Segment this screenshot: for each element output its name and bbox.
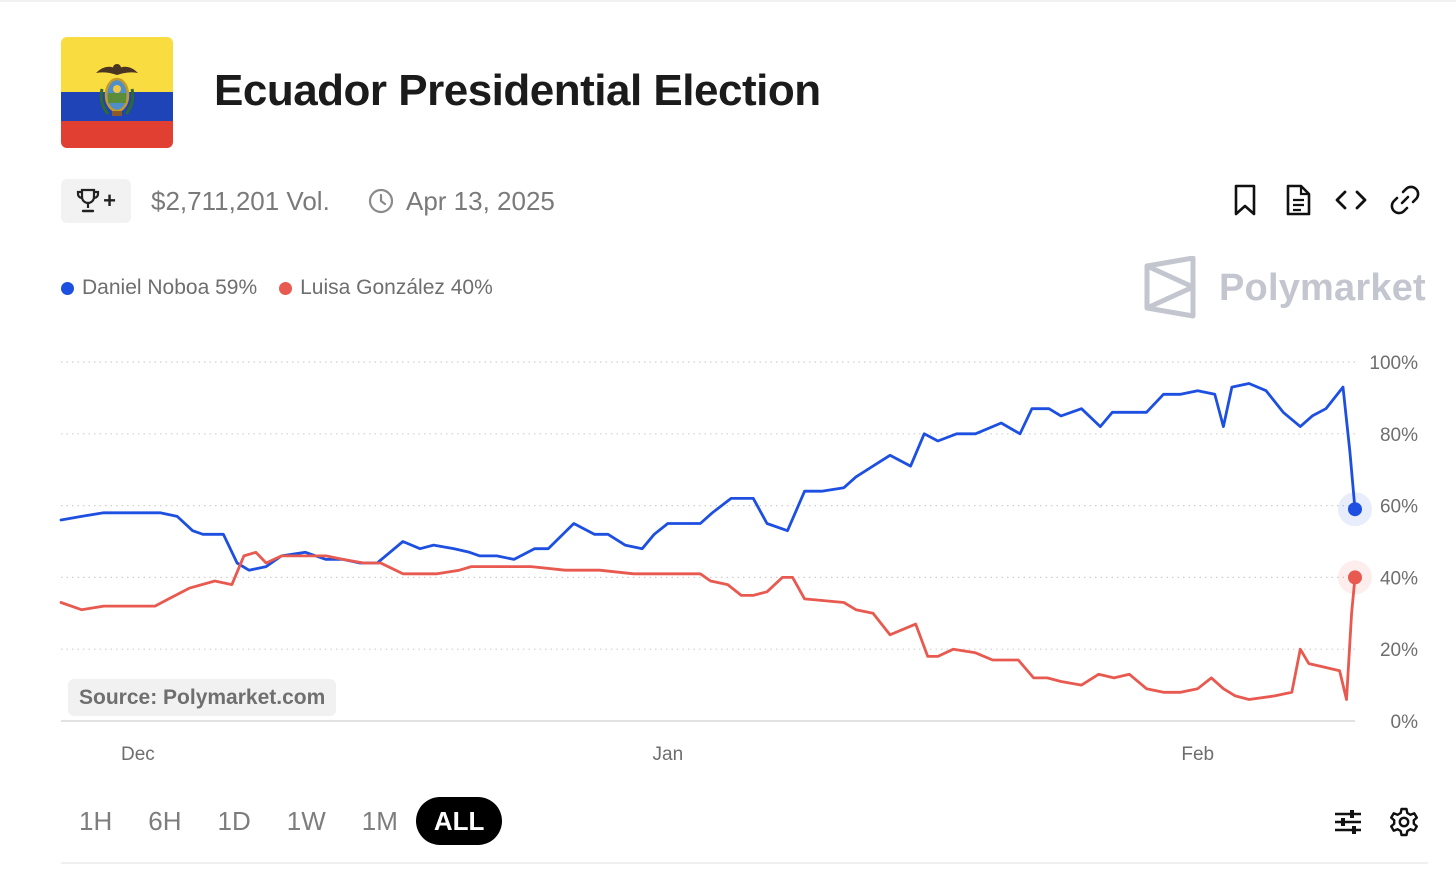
y-tick-label: 100% (1369, 353, 1418, 374)
document-icon (1286, 184, 1311, 216)
end-date-text: Apr 13, 2025 (406, 186, 555, 216)
legend-dot (279, 281, 293, 295)
polymarket-logo-icon (1144, 256, 1196, 319)
legend-dot (61, 281, 74, 295)
copy-link-button[interactable] (1389, 183, 1421, 217)
range-all[interactable]: ALL (415, 797, 503, 845)
series-line-noboa (59, 382, 1357, 572)
brand-name: Polymarket (1219, 266, 1426, 309)
y-tick-label: 40% (1380, 568, 1418, 589)
range-1m[interactable]: 1M (361, 806, 398, 836)
clock-icon (368, 188, 394, 214)
coat-of-arms-icon (96, 64, 138, 116)
trophy-icon (76, 188, 100, 213)
legend-label: Daniel Noboa 59% (82, 276, 258, 299)
x-tick-label: Feb (1181, 744, 1214, 765)
link-icon (1390, 185, 1420, 215)
range-1h[interactable]: 1H (79, 806, 113, 836)
bookmark-button[interactable] (1229, 183, 1261, 217)
x-tick-label: Jan (653, 744, 684, 765)
gear-icon (1390, 807, 1418, 837)
range-6h[interactable]: 6H (148, 806, 182, 836)
top-divider (0, 0, 1456, 2)
polymarket-brand: Polymarket (1143, 256, 1426, 320)
legend-item-gonzalez[interactable]: Luisa González 40% (279, 276, 493, 300)
range-1w[interactable]: 1W (286, 806, 326, 836)
chart-filters-button[interactable] (1332, 805, 1364, 839)
legend-item-noboa[interactable]: Daniel Noboa 59% (61, 276, 257, 300)
code-icon (1335, 190, 1367, 210)
y-tick-label: 60% (1380, 497, 1418, 518)
page-title: Ecuador Presidential Election (214, 66, 821, 115)
range-selector: 1H 6H 1D 1W 1M ALL (61, 797, 503, 845)
document-button[interactable] (1282, 183, 1314, 217)
series-line-gonzalez (59, 550, 1357, 701)
range-1d[interactable]: 1D (217, 806, 251, 836)
bottom-divider (61, 862, 1428, 864)
bookmark-icon (1234, 184, 1256, 216)
x-tick-label: Dec (121, 744, 155, 765)
chart-legend: Daniel Noboa 59% Luisa González 40% (61, 276, 515, 300)
y-tick-label: 0% (1391, 712, 1419, 733)
volume-text: $2,711,201 Vol. (151, 186, 330, 216)
source-label: Source: Polymarket.com (68, 679, 337, 716)
end-marker-gonzalez (1348, 570, 1362, 585)
legend-label: Luisa González 40% (300, 276, 493, 299)
y-tick-label: 20% (1380, 640, 1418, 661)
price-chart[interactable]: 100% 80% 60% 40% 20% 0% Dec Jan Feb (0, 340, 1456, 780)
end-marker-noboa (1348, 502, 1362, 517)
y-tick-label: 80% (1380, 425, 1418, 446)
sliders-icon (1335, 810, 1361, 834)
trophy-button[interactable]: + (61, 179, 131, 223)
chart-settings-button[interactable] (1388, 805, 1420, 839)
trophy-plus-label: + (103, 188, 116, 213)
ecuador-flag-image (61, 37, 173, 148)
embed-code-button[interactable] (1335, 183, 1367, 217)
